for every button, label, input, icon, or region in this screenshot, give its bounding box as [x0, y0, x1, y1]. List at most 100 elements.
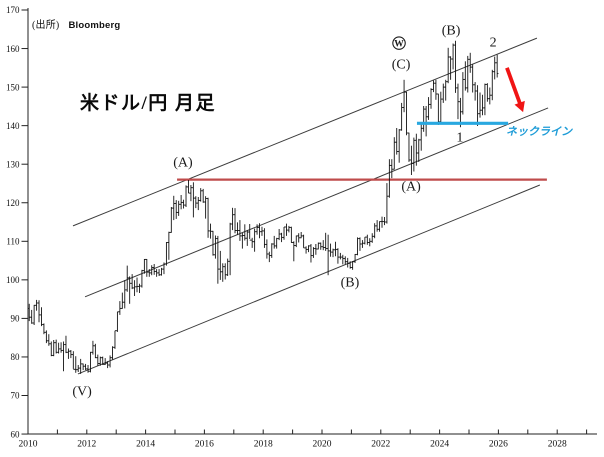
ohlc-bar — [111, 346, 114, 360]
ohlc-bar — [451, 43, 455, 70]
ohlc-bar — [268, 251, 271, 263]
ohlc-bar — [253, 228, 256, 252]
wave-label: (B) — [341, 276, 360, 291]
ohlc-bar — [258, 223, 261, 239]
ohlc-bar — [351, 261, 354, 270]
ohlc-bar — [495, 54, 499, 78]
ohlc-bar — [255, 224, 259, 235]
wave-label: (A) — [173, 155, 193, 170]
ohlc-bar — [221, 263, 225, 282]
ohlc-bar — [89, 351, 92, 373]
ohlc-bar — [155, 269, 158, 277]
ohlc-bar — [40, 307, 43, 327]
ohlc-bar — [292, 241, 296, 262]
ohlc-bar — [130, 274, 134, 290]
x-tick-label: 2014 — [136, 440, 155, 450]
ohlc-bar — [456, 83, 460, 120]
x-tick-label: 2016 — [195, 440, 214, 450]
ohlc-bar — [94, 343, 97, 359]
ohlc-bar — [481, 94, 484, 116]
lower-channel-line — [77, 184, 541, 375]
ohlc-bar — [263, 228, 266, 248]
neckline-text-label: ネックライン — [506, 125, 573, 138]
ohlc-bar — [228, 222, 232, 276]
ohlc-bar — [250, 237, 254, 248]
x-tick-label: 2026 — [489, 440, 508, 450]
ohlc-bar — [417, 138, 421, 162]
ohlc-bar — [343, 256, 347, 265]
chart-title: 米ドル/円 月足 — [80, 93, 217, 114]
x-tick-label: 2022 — [371, 440, 390, 450]
ohlc-bar — [138, 283, 141, 293]
ohlc-bar — [368, 238, 372, 247]
ohlc-bar — [248, 224, 252, 241]
ohlc-bar — [307, 245, 310, 253]
ohlc-bar — [464, 61, 467, 91]
ohlc-bar — [407, 132, 411, 162]
ohlc-bar — [339, 252, 342, 260]
wave-label: 1 — [456, 131, 463, 146]
y-tick-label: 80 — [11, 352, 21, 362]
y-tick-label: 160 — [6, 44, 20, 54]
ohlc-bar — [388, 159, 391, 198]
ohlc-bar — [49, 341, 53, 357]
ohlc-bar — [385, 183, 389, 224]
projection-arrow — [505, 67, 525, 113]
ohlc-bar — [245, 230, 249, 246]
x-tick-label: 2028 — [548, 440, 567, 450]
ohlc-bar — [366, 234, 369, 245]
ohlc-bar — [118, 301, 122, 315]
y-tick-label: 60 — [11, 429, 21, 439]
ohlc-bar — [380, 216, 384, 228]
ohlc-bar — [201, 188, 205, 203]
ohlc-bar — [415, 133, 418, 166]
x-tick-label: 2018 — [254, 440, 273, 450]
ohlc-bar — [341, 254, 345, 265]
ohlc-bar — [314, 244, 318, 255]
ohlc-bar — [128, 276, 131, 304]
ohlc-bar — [317, 242, 320, 250]
ohlc-bar — [96, 354, 100, 366]
ohlc-bar — [226, 258, 229, 276]
y-tick-label: 70 — [11, 391, 21, 401]
ohlc-bar — [297, 233, 301, 243]
source-prefix-label: (出所) — [32, 20, 60, 31]
ohlc-bar — [471, 64, 474, 93]
ohlc-bar — [74, 356, 78, 373]
ohlc-bar — [432, 80, 435, 93]
x-tick-label: 2012 — [77, 440, 96, 450]
ohlc-bar — [319, 242, 323, 250]
ohlc-bar — [116, 311, 119, 332]
ohlc-bar — [177, 200, 180, 216]
ohlc-bar — [101, 356, 105, 365]
ohlc-bar — [113, 330, 117, 349]
ohlc-bar — [140, 269, 144, 288]
ohlc-bar — [383, 217, 386, 226]
ohlc-bar — [358, 237, 362, 251]
ohlc-bar — [282, 226, 286, 240]
ohlc-bar — [461, 72, 465, 115]
ohlc-bar — [441, 83, 445, 103]
ohlc-bar — [108, 355, 112, 368]
x-tick-label: 2020 — [313, 440, 332, 450]
ohlc-bar — [331, 248, 335, 258]
y-tick-label: 110 — [6, 237, 20, 247]
ohlc-bar — [390, 159, 394, 179]
wave-label: 2 — [490, 35, 497, 50]
ohlc-bar — [346, 257, 350, 268]
ohlc-bar — [241, 232, 244, 249]
ohlc-bar — [419, 122, 423, 151]
y-tick-label: 120 — [6, 198, 20, 208]
ohlc-bar — [329, 243, 332, 257]
ohlc-bar — [187, 180, 190, 194]
ohlc-bar — [270, 243, 274, 258]
arrow-head — [514, 100, 525, 113]
ohlc-bar — [392, 137, 396, 170]
ohlc-bar — [37, 300, 41, 323]
ohlc-bar — [184, 185, 188, 207]
ohlc-bar — [473, 82, 477, 101]
y-tick-label: 90 — [11, 314, 21, 324]
w-circle — [392, 36, 406, 50]
ohlc-bar — [478, 92, 482, 118]
